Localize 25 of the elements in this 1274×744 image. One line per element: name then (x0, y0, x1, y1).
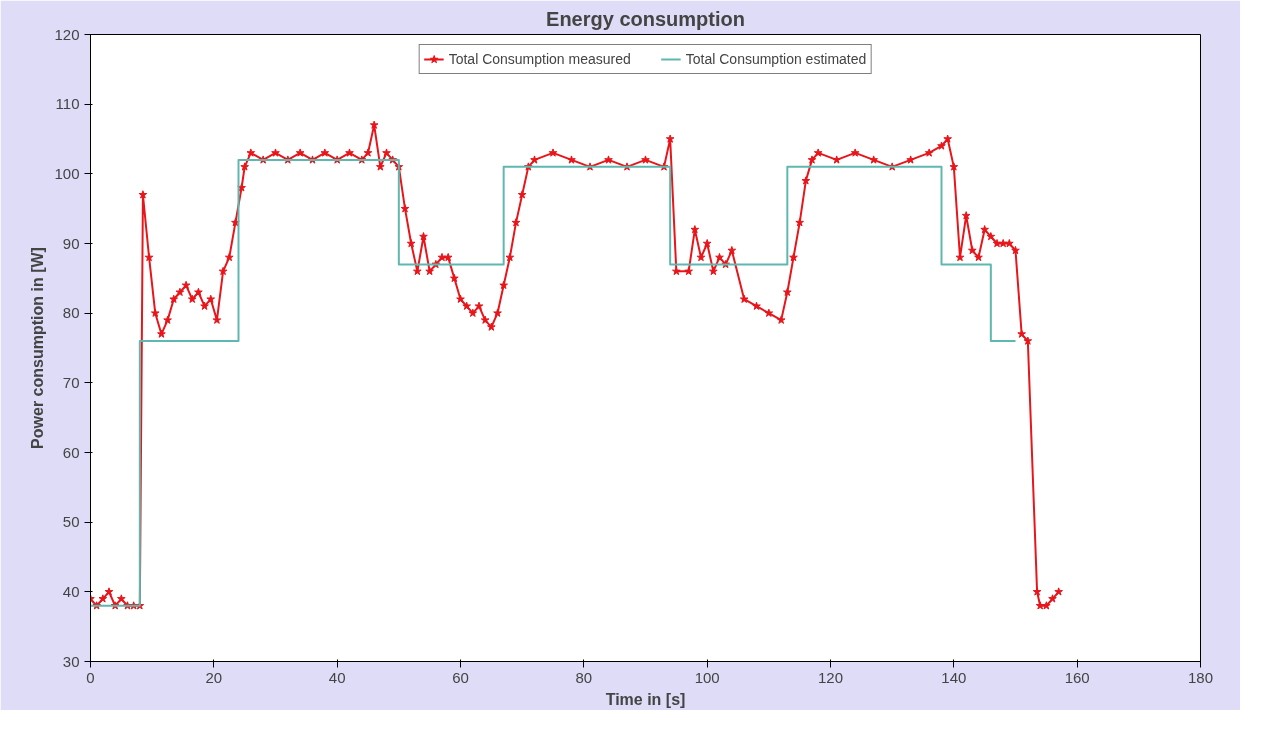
y-tick-label: 30 (62, 652, 80, 670)
x-tick-label: 0 (86, 668, 95, 686)
x-tick-label: 180 (1187, 668, 1214, 686)
x-tick-label: 80 (575, 668, 593, 686)
y-tick-label: 110 (55, 95, 80, 113)
x-axis-title: Time in [s] (605, 690, 686, 708)
legend-label: Total Consumption estimated (685, 51, 867, 67)
x-tick-label: 120 (817, 668, 844, 686)
y-tick-label: 90 (62, 234, 80, 252)
x-tick-label: 20 (205, 668, 223, 686)
y-tick-label: 120 (54, 25, 80, 43)
x-tick-label: 100 (694, 668, 720, 686)
legend-label: Total Consumption measured (448, 51, 631, 67)
x-tick-label: 140 (941, 668, 967, 686)
x-tick-label: 60 (452, 668, 469, 686)
y-tick-label: 50 (62, 513, 80, 531)
y-tick-label: 60 (62, 443, 80, 461)
y-axis-title: Power consumption in [W] (29, 247, 47, 449)
y-tick-label: 100 (54, 164, 80, 182)
x-tick-label: 160 (1064, 668, 1090, 686)
y-tick-label: 70 (62, 373, 80, 391)
chart-title: Energy consumption (546, 7, 745, 30)
y-tick-label: 40 (62, 582, 80, 600)
x-tick-label: 40 (328, 668, 346, 686)
y-tick-label: 80 (62, 304, 80, 322)
